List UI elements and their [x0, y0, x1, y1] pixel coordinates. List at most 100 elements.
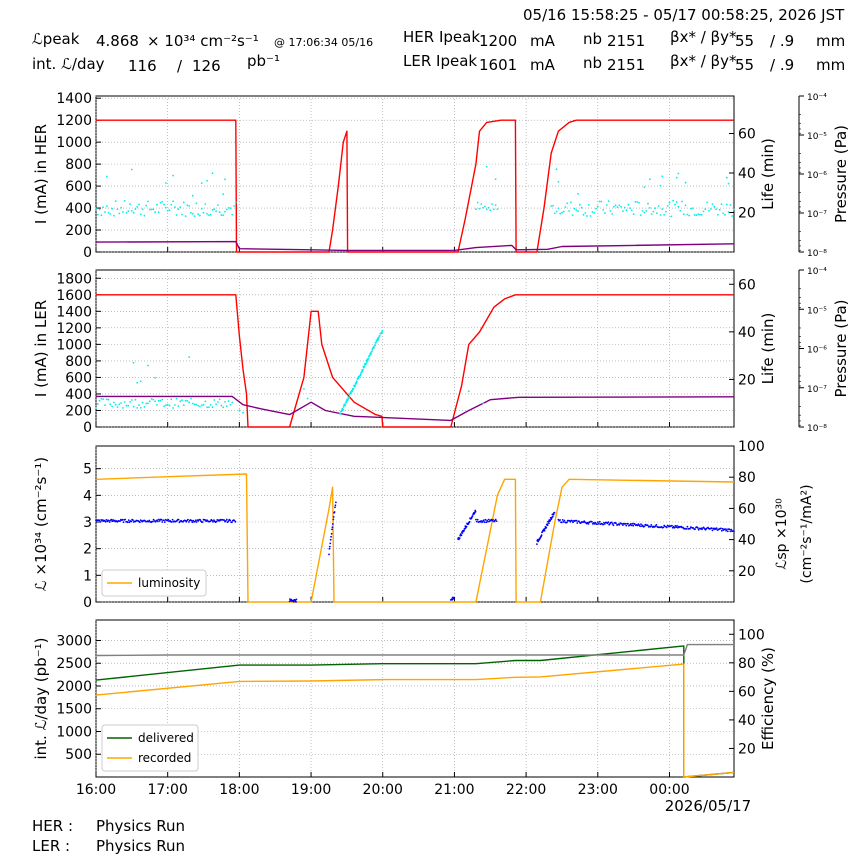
life-point: [566, 202, 569, 205]
life-point: [182, 201, 185, 204]
ler-mm-unit: mm: [816, 56, 846, 74]
life-point: [231, 401, 234, 404]
specific-lumi-point: [293, 600, 295, 603]
life-point: [220, 404, 223, 407]
life-point: [607, 200, 610, 203]
specific-lumi-point: [468, 520, 471, 523]
life-point: [342, 408, 345, 411]
y-tick-label: 1000: [56, 135, 92, 151]
life-point: [238, 409, 241, 412]
her-beta-label: βx* / βy*: [670, 28, 737, 46]
y-tick-label: 200: [65, 403, 92, 419]
life-point: [650, 213, 653, 215]
specific-lumi-point: [559, 519, 561, 521]
life-point: [147, 402, 149, 405]
pressure-tick-label: 10⁻⁶: [807, 171, 827, 181]
ler-ipeak-value: 1601: [479, 56, 518, 74]
pressure-tick-label: 10⁻⁸: [807, 424, 827, 434]
specific-lumi-point: [537, 540, 540, 543]
life-point: [345, 402, 348, 404]
x-date-label: 2026/05/17: [665, 797, 751, 815]
specific-lumi-point: [458, 537, 461, 539]
life-point: [362, 368, 364, 371]
life-point: [598, 200, 601, 203]
life-point: [188, 205, 191, 207]
specific-lumi-point: [122, 521, 125, 524]
specific-lumi-point: [733, 530, 735, 533]
specific-lumi-point: [643, 525, 646, 528]
life-point: [195, 202, 198, 205]
series-recorded-line: [95, 663, 735, 778]
specific-lumi-point: [132, 519, 134, 522]
lpeak-value: 4.868: [96, 32, 139, 50]
specific-lumi-point: [627, 522, 629, 525]
life-point: [700, 213, 703, 216]
life-point: [672, 199, 674, 202]
specific-lumi-point: [551, 515, 554, 518]
specific-lumi-point: [546, 524, 549, 527]
specific-lumi-point: [212, 521, 214, 523]
life-point: [570, 201, 572, 204]
life-point: [174, 404, 176, 406]
lpeak-unit: × 10³⁴ cm⁻²s⁻¹: [147, 32, 259, 50]
life-point: [605, 204, 608, 206]
specific-lumi-point: [729, 530, 732, 533]
specific-lumi-point: [603, 523, 606, 525]
life-point: [132, 361, 135, 364]
life-point: [720, 203, 723, 206]
life-point: [371, 350, 373, 352]
specific-lumi-point: [233, 519, 236, 522]
life-point: [107, 398, 110, 401]
life-point: [593, 211, 596, 214]
specific-lumi-point: [225, 518, 228, 521]
life-point: [611, 213, 613, 215]
specific-lumi-point: [463, 529, 465, 532]
specific-lumi-point: [328, 545, 331, 548]
specific-lumi-point: [152, 518, 155, 521]
life-point: [675, 201, 678, 203]
ler-nb-value: 2151: [607, 56, 646, 74]
specific-lumi-point: [610, 521, 613, 524]
life-point: [725, 203, 728, 206]
life-point: [677, 205, 680, 208]
y-tick-label: 200: [65, 223, 92, 239]
life-point: [114, 200, 117, 203]
specific-lumi-point: [641, 524, 644, 527]
life-point: [713, 205, 716, 208]
life-point: [365, 359, 368, 362]
life-point: [184, 399, 187, 402]
specific-lumi-point: [571, 520, 573, 522]
life-point: [638, 201, 640, 204]
life-point: [150, 208, 153, 211]
life-point: [661, 208, 664, 211]
life-point: [378, 335, 381, 337]
specific-lumi-point: [597, 521, 599, 523]
life-point: [342, 406, 345, 408]
y-tick-label: 600: [65, 370, 92, 386]
life-point: [222, 214, 225, 217]
specific-lumi-point: [157, 520, 159, 523]
life-point: [199, 405, 201, 408]
life-point: [191, 212, 194, 215]
specific-lumi-point: [674, 524, 677, 527]
life-point: [95, 406, 97, 409]
specific-lumi-point: [473, 512, 476, 515]
specific-lumi-point: [476, 518, 479, 521]
life-point: [105, 175, 108, 178]
pressure-tick-label: 10⁻⁸: [807, 249, 827, 259]
life-point: [213, 399, 216, 401]
time-range: 05/16 15:58:25 - 05/17 00:58:25, 2026 JS…: [523, 6, 845, 24]
life-point: [122, 407, 124, 409]
life-point: [677, 172, 680, 175]
specific-lumi-point: [480, 520, 482, 522]
life-point: [177, 405, 180, 407]
life-point: [564, 206, 567, 208]
life-point: [648, 207, 651, 209]
specific-lumi-point: [569, 521, 572, 523]
specific-lumi-point: [161, 521, 164, 523]
specific-lumi-point: [215, 520, 218, 523]
life-point: [496, 208, 499, 211]
life-point: [170, 203, 173, 206]
life-point: [668, 201, 671, 204]
specific-lumi-point: [540, 534, 543, 537]
